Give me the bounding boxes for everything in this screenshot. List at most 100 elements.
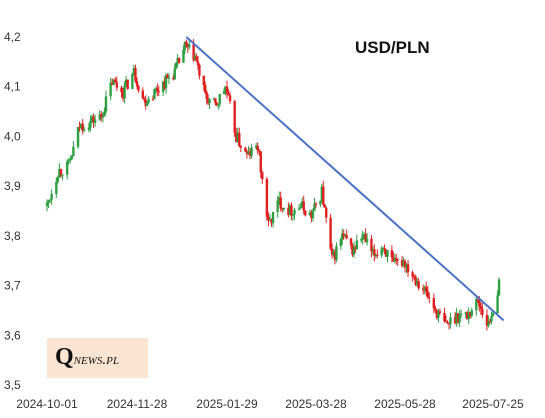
candle-down bbox=[447, 323, 451, 325]
candle-down bbox=[446, 321, 449, 324]
candle-up bbox=[470, 310, 473, 316]
candle-up bbox=[132, 68, 136, 74]
candle-down bbox=[270, 219, 273, 224]
candle-down bbox=[78, 127, 81, 129]
candle-up bbox=[491, 313, 495, 317]
candle-up bbox=[109, 82, 112, 97]
candle-up bbox=[69, 158, 72, 161]
candle-down bbox=[310, 212, 313, 219]
candle-up bbox=[282, 207, 285, 210]
candle-down bbox=[59, 169, 63, 175]
candle-up bbox=[467, 312, 470, 320]
candle-down bbox=[143, 98, 146, 100]
candle-up bbox=[104, 96, 108, 112]
candle-up bbox=[72, 146, 75, 157]
candle-down bbox=[196, 61, 200, 65]
candle-up bbox=[288, 205, 292, 215]
candle-down bbox=[134, 68, 137, 81]
candle-up bbox=[193, 56, 197, 61]
candle-up bbox=[56, 177, 60, 182]
candle-up bbox=[308, 212, 312, 216]
candle-down bbox=[476, 299, 480, 301]
candles bbox=[45, 39, 501, 331]
candle-down bbox=[390, 250, 394, 258]
candle-down bbox=[354, 247, 357, 250]
candle-up bbox=[374, 254, 378, 256]
candle-down bbox=[141, 90, 145, 99]
candle-up bbox=[124, 79, 128, 86]
candle-up bbox=[405, 264, 408, 268]
candle-down bbox=[466, 312, 469, 320]
candle-down bbox=[323, 204, 326, 208]
candle-down bbox=[412, 276, 416, 278]
y-tick-label: 4,0 bbox=[4, 129, 21, 143]
candle-up bbox=[297, 208, 301, 210]
candle-up bbox=[45, 202, 49, 207]
candle-down bbox=[373, 249, 376, 256]
candle-down bbox=[156, 88, 159, 92]
candle-up bbox=[402, 260, 405, 267]
candle-up bbox=[496, 295, 499, 314]
candle-up bbox=[83, 129, 86, 131]
candle-down bbox=[325, 207, 328, 218]
y-tick-label: 3,6 bbox=[4, 328, 21, 342]
candle-down bbox=[115, 82, 119, 88]
candle-down bbox=[370, 238, 373, 252]
candle-up bbox=[276, 200, 279, 212]
candle-down bbox=[428, 297, 431, 299]
candle-down bbox=[302, 201, 305, 211]
candle-down bbox=[403, 260, 407, 268]
candle-down bbox=[206, 98, 210, 104]
candle-down bbox=[265, 179, 269, 217]
candle-up bbox=[188, 44, 191, 48]
candle-down bbox=[364, 234, 367, 243]
candle-down bbox=[443, 312, 446, 322]
candle-down bbox=[248, 151, 252, 156]
candle-up bbox=[183, 41, 187, 50]
candle-up bbox=[98, 114, 101, 120]
candle-down bbox=[432, 298, 436, 309]
candle-down bbox=[453, 317, 457, 324]
candle-down bbox=[396, 259, 399, 261]
candle-up bbox=[65, 161, 69, 175]
candle-down bbox=[384, 249, 388, 257]
candle-down bbox=[186, 44, 190, 48]
candle-up bbox=[362, 234, 366, 236]
candle-up bbox=[218, 94, 221, 105]
candle-up bbox=[415, 281, 419, 285]
candle-up bbox=[475, 299, 478, 311]
candle-down bbox=[192, 44, 195, 61]
candle-up bbox=[352, 247, 356, 255]
candle-down bbox=[157, 91, 160, 93]
y-tick-label: 4,1 bbox=[4, 80, 21, 94]
candle-down bbox=[314, 203, 318, 205]
candle-down bbox=[100, 114, 103, 117]
x-tick-label: 2025-03-28 bbox=[285, 397, 347, 411]
candle-up bbox=[311, 210, 315, 219]
candle-down bbox=[400, 260, 404, 267]
candle-down bbox=[126, 79, 129, 89]
qnews-logo: Qnews.pl bbox=[47, 338, 148, 378]
candle-down bbox=[227, 93, 230, 96]
candle-up bbox=[153, 88, 156, 99]
candle-down bbox=[479, 306, 483, 309]
candle-down bbox=[92, 116, 95, 123]
candle-up bbox=[254, 145, 258, 148]
candle-up bbox=[341, 233, 344, 240]
logo-rest: news.pl bbox=[73, 352, 119, 368]
candle-down bbox=[481, 308, 484, 315]
candle-down bbox=[151, 98, 155, 100]
candle-down bbox=[166, 74, 169, 79]
candle-up bbox=[355, 240, 359, 250]
candle-up bbox=[131, 73, 134, 89]
x-tick-label: 2024-10-01 bbox=[16, 397, 78, 411]
candle-up bbox=[313, 203, 316, 211]
candle-down bbox=[245, 151, 249, 155]
y-tick-label: 3,8 bbox=[4, 229, 21, 243]
candle-down bbox=[422, 288, 425, 291]
candle-up bbox=[300, 201, 304, 208]
candle-down bbox=[434, 308, 437, 311]
candle-up bbox=[277, 197, 281, 201]
candle-up bbox=[222, 90, 226, 95]
candle-down bbox=[261, 172, 264, 180]
